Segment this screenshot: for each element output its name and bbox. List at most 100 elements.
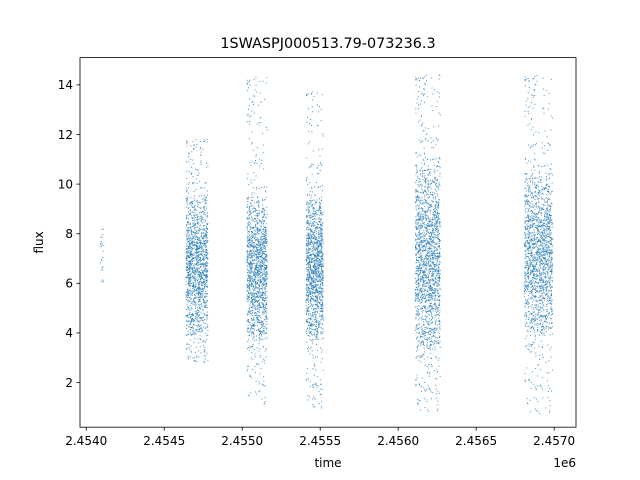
data-point <box>306 287 308 289</box>
data-point <box>189 305 191 307</box>
data-point <box>188 247 190 249</box>
data-point <box>310 204 312 206</box>
data-point <box>200 312 202 314</box>
data-point <box>193 228 195 230</box>
data-point <box>194 300 196 302</box>
data-point <box>315 318 317 320</box>
data-point <box>196 264 198 266</box>
data-point <box>430 254 432 256</box>
data-point <box>249 311 251 313</box>
data-point <box>321 332 323 334</box>
data-point <box>247 274 249 276</box>
data-point <box>204 358 206 360</box>
data-point <box>249 239 251 241</box>
data-point <box>424 200 426 202</box>
data-point <box>254 259 256 261</box>
data-point <box>308 235 310 237</box>
data-point <box>247 346 249 348</box>
data-point <box>313 238 315 240</box>
data-point <box>428 367 430 369</box>
data-point <box>309 264 311 266</box>
data-point <box>314 260 316 262</box>
data-point <box>305 302 307 304</box>
data-point <box>190 166 192 168</box>
data-point <box>189 242 191 244</box>
data-point <box>195 272 197 274</box>
data-point <box>248 295 250 297</box>
data-point <box>204 203 206 205</box>
data-point <box>419 327 421 329</box>
data-point <box>200 241 202 243</box>
data-point <box>206 257 208 259</box>
data-point <box>192 275 194 277</box>
data-point <box>253 226 255 228</box>
data-point <box>316 330 318 332</box>
data-point <box>261 298 263 300</box>
data-point <box>316 269 318 271</box>
data-point <box>261 338 263 340</box>
data-point <box>247 82 249 84</box>
data-point <box>321 228 323 230</box>
data-point <box>255 300 257 302</box>
data-point <box>312 271 314 273</box>
data-point <box>258 270 260 272</box>
data-point <box>255 287 257 289</box>
data-point <box>204 263 206 265</box>
data-point <box>259 321 261 323</box>
data-point <box>192 234 194 236</box>
data-point <box>424 277 426 279</box>
data-point <box>190 252 192 254</box>
data-point <box>320 333 322 335</box>
data-point <box>206 270 208 272</box>
data-point <box>197 239 199 241</box>
data-point <box>313 334 315 336</box>
data-point <box>101 259 103 261</box>
data-point <box>246 211 248 213</box>
data-point <box>253 295 255 297</box>
data-point <box>258 321 260 323</box>
data-point <box>189 251 191 253</box>
data-point <box>189 256 191 258</box>
data-point <box>263 331 265 333</box>
data-point <box>429 306 431 308</box>
data-point <box>252 278 254 280</box>
data-point <box>318 325 320 327</box>
data-point <box>260 101 262 103</box>
data-point <box>205 275 207 277</box>
data-point <box>253 316 255 318</box>
data-point <box>266 266 268 268</box>
data-point <box>419 211 421 213</box>
data-point <box>191 257 193 259</box>
data-point <box>253 312 255 314</box>
data-point <box>314 313 316 315</box>
data-point <box>312 312 314 314</box>
data-point <box>259 282 261 284</box>
data-point <box>196 222 198 224</box>
data-point <box>311 258 313 260</box>
data-point <box>194 281 196 283</box>
data-point <box>321 310 323 312</box>
data-point <box>186 142 188 144</box>
data-point <box>190 278 192 280</box>
data-point <box>417 268 419 270</box>
data-point <box>252 293 254 295</box>
data-point <box>195 244 197 246</box>
data-point <box>261 285 263 287</box>
data-point <box>431 321 433 323</box>
data-point <box>188 262 190 264</box>
data-point <box>255 380 257 382</box>
data-point <box>312 284 314 286</box>
data-point <box>262 302 264 304</box>
data-point <box>200 228 202 230</box>
data-point <box>192 281 194 283</box>
data-point <box>420 295 422 297</box>
data-point <box>249 374 251 376</box>
data-point <box>252 149 254 151</box>
data-point <box>195 242 197 244</box>
data-point <box>311 285 313 287</box>
data-point <box>191 239 193 241</box>
data-point <box>202 309 204 311</box>
data-point <box>205 237 207 239</box>
data-point <box>247 348 249 350</box>
data-point <box>427 307 429 309</box>
